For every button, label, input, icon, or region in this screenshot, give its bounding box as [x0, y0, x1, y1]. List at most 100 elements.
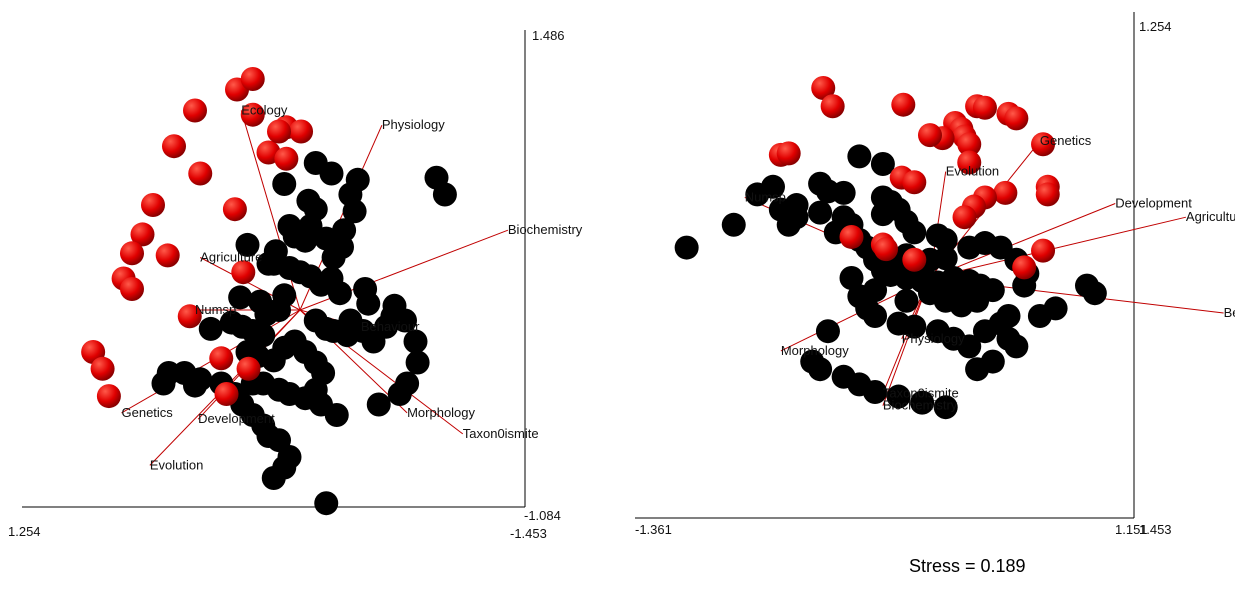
right-vector-label-2: Numsp	[745, 189, 786, 204]
right-black-point-4	[831, 180, 856, 205]
left-red-point-17	[96, 384, 121, 409]
right-red-point-15	[776, 141, 801, 166]
right-black-point-8	[870, 202, 895, 227]
left-tick-y_bottom: -1.084	[524, 508, 561, 523]
right-black-point-56	[933, 395, 958, 420]
left-red-point-25	[267, 119, 291, 144]
stress-label: Stress = 0.189	[909, 556, 1026, 576]
left-black-point-74	[314, 491, 339, 516]
left-red-point-18	[236, 356, 261, 381]
right-black-point-23	[808, 200, 833, 225]
right-black-point-58	[980, 349, 1005, 374]
left-black-point-71	[151, 371, 176, 396]
left-vector-label-5: Behaviour	[361, 319, 420, 334]
right-red-point-6	[1004, 106, 1029, 131]
right-black-point-75	[933, 288, 958, 313]
left-red-point-11	[120, 277, 144, 301]
left-red-point-8	[120, 241, 144, 266]
left-vector-label-1: Physiology	[382, 117, 445, 132]
right-red-point-10	[957, 132, 982, 157]
right-red-point-0	[811, 76, 836, 100]
left-black-point-5	[342, 199, 367, 224]
right-vector-label-5: Behaviour	[1224, 305, 1235, 320]
left-red-point-6	[141, 193, 165, 217]
left-black-point-10	[293, 228, 318, 253]
left-red-point-14	[209, 346, 234, 371]
right-tick-x_left: -1.361	[635, 522, 672, 537]
left-black-point-87	[303, 197, 328, 222]
left-black-point-3	[272, 172, 297, 196]
left-black-point-34	[405, 350, 430, 375]
left-black-point-83	[321, 319, 346, 343]
right-black-point-80	[1043, 296, 1068, 321]
left-black-point-24	[356, 291, 381, 316]
right-red-point-29	[874, 237, 899, 262]
left-tick-x_right: -1.453	[510, 526, 547, 541]
right-black-point-62	[721, 212, 746, 237]
left-black-point-37	[366, 392, 391, 417]
right-black-point-42	[902, 314, 927, 339]
right-red-point-1	[820, 94, 845, 119]
right-red-point-2	[891, 92, 916, 117]
right-red-point-27	[839, 224, 864, 249]
left-black-point-80	[254, 302, 279, 327]
left-black-point-38	[198, 316, 223, 341]
left-red-point-24	[289, 119, 314, 144]
left-vector-label-9: Morphology	[407, 405, 475, 420]
left-vector-label-7: Development	[198, 411, 275, 426]
left-red-point-16	[90, 356, 115, 381]
right-red-point-12	[918, 123, 942, 148]
right-tick-x_right2: 1.453	[1139, 522, 1172, 537]
right-red-point-25	[1031, 238, 1056, 263]
left-red-point-19	[214, 382, 239, 406]
left-black-point-85	[263, 239, 288, 264]
right-black-point-45	[957, 334, 982, 359]
left-red-point-7	[130, 222, 155, 247]
right-vector-label-1: Evolution	[946, 164, 999, 179]
left-black-point-77	[228, 285, 253, 310]
right-black-point-64	[784, 205, 809, 230]
right-black-point-48	[996, 304, 1021, 328]
right-black-point-40	[863, 304, 888, 328]
left-red-point-4	[162, 134, 186, 159]
left-red-point-23	[274, 146, 299, 171]
left-red-point-12	[177, 304, 202, 329]
right-black-point-72	[968, 273, 993, 298]
right-black-point-60	[761, 174, 785, 199]
left-vector-label-3: Agriculture	[200, 250, 262, 265]
right-vector-label-6: Physiology	[902, 331, 965, 346]
right-red-point-13	[1031, 132, 1056, 157]
left-vector-label-6: Genetics	[122, 405, 174, 420]
left-red-point-21	[240, 67, 265, 91]
right-black-point-54	[886, 384, 911, 409]
left-black-point-76	[432, 182, 457, 207]
left-vector-label-0: Ecology	[241, 103, 288, 118]
right-red-point-17	[902, 170, 927, 195]
right-black-point-1	[870, 152, 895, 176]
left-red-point-22	[222, 197, 247, 222]
right-red-point-4	[972, 95, 997, 120]
left-vector-label-8: Evolution	[150, 457, 203, 472]
left-ordination-plot: 1.486 -1.084 1.254 -1.453 Ecology Physiology B…	[8, 28, 583, 541]
left-black-point-73	[272, 455, 297, 480]
right-vector-label-8: Taxon0ismite	[883, 386, 959, 401]
right-black-point-68	[933, 246, 958, 271]
right-red-point-30	[902, 247, 927, 272]
left-black-point-22	[327, 281, 352, 306]
right-tick-x_right: 1.151	[1115, 522, 1148, 537]
left-vector-label-10: Taxon0ismite	[463, 426, 539, 441]
left-black-point-32	[393, 308, 417, 333]
right-black-point-76	[894, 288, 919, 313]
right-red-point-18	[957, 150, 982, 175]
right-vector-label-3: Development	[1115, 196, 1192, 211]
right-black-point-18	[1012, 273, 1037, 298]
right-vector-line-4	[929, 216, 1187, 279]
left-black-point-36	[387, 382, 412, 406]
left-red-point-9	[155, 243, 180, 268]
left-red-point-1	[183, 98, 207, 123]
left-tick-y_top: 1.486	[532, 28, 565, 43]
left-vector-label-2: Biochemistry	[508, 222, 583, 237]
right-black-point-73	[815, 319, 840, 344]
right-black-point-50	[808, 357, 833, 382]
right-vector-label-4: Agriculture	[1186, 209, 1235, 224]
